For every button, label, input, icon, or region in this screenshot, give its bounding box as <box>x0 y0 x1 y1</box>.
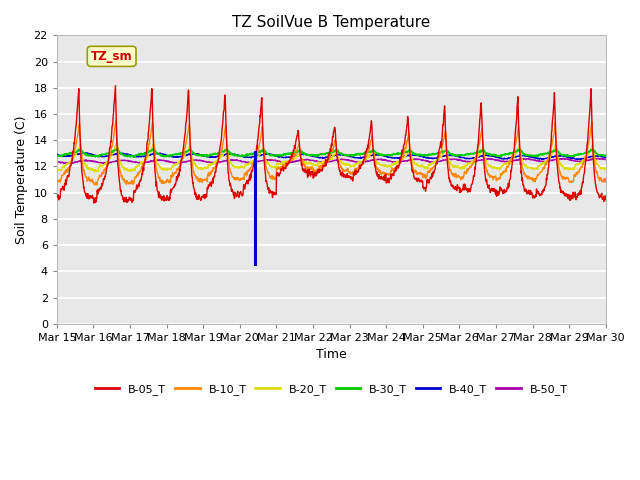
Title: TZ SoilVue B Temperature: TZ SoilVue B Temperature <box>232 15 430 30</box>
Y-axis label: Soil Temperature (C): Soil Temperature (C) <box>15 115 28 244</box>
X-axis label: Time: Time <box>316 348 347 361</box>
Text: TZ_sm: TZ_sm <box>91 50 132 63</box>
Legend: B-05_T, B-10_T, B-20_T, B-30_T, B-40_T, B-50_T: B-05_T, B-10_T, B-20_T, B-30_T, B-40_T, … <box>90 379 572 399</box>
